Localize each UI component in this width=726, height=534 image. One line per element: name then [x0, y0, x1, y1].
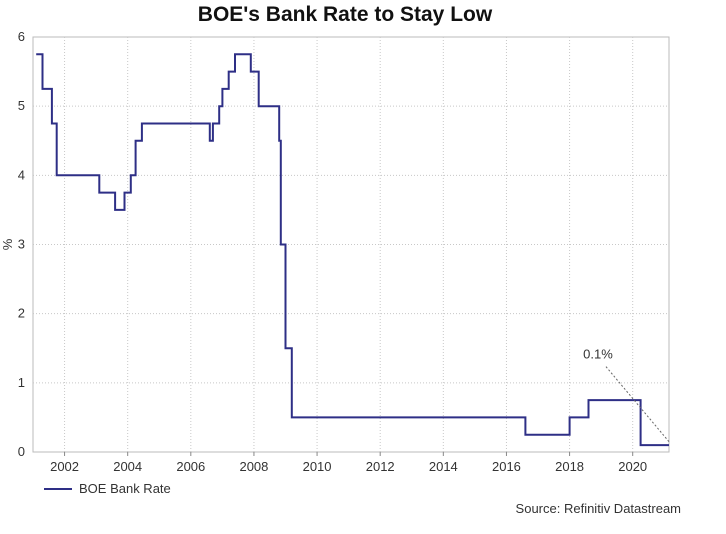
chart-title: BOE's Bank Rate to Stay Low [197, 3, 493, 26]
x-tick-label: 2012 [366, 459, 395, 474]
annotation-label: 0.1% [583, 347, 613, 362]
x-tick-label: 2006 [176, 459, 205, 474]
x-tick-label: 2010 [303, 459, 332, 474]
y-tick-label: 6 [18, 29, 25, 44]
x-tick-label: 2016 [492, 459, 521, 474]
y-tick-label: 4 [18, 167, 25, 182]
y-tick-label: 0 [18, 444, 25, 459]
series-layer [36, 53, 669, 447]
x-tick-label: 2002 [50, 459, 79, 474]
y-tick-label: 5 [18, 98, 25, 113]
x-tick-label: 2020 [618, 459, 647, 474]
source-note: Source: Refinitiv Datastream [515, 501, 681, 516]
y-tick-label: 2 [18, 306, 25, 321]
series-line-boe-bank-rate [36, 53, 669, 447]
legend-swatch [44, 487, 72, 490]
y-axis-label: % [0, 238, 15, 250]
x-tick-label: 2008 [239, 459, 268, 474]
annotation-leader [605, 366, 671, 444]
y-tick-label: 3 [18, 237, 25, 252]
x-tick-label: 2014 [429, 459, 458, 474]
legend-label: BOE Bank Rate [79, 481, 171, 496]
x-tick-label: 2004 [113, 459, 142, 474]
axis-layer: 0 1 2 3 4 5 6 2002 2004 2006 2008 2010 2012 2014 2016 2… [18, 29, 647, 474]
annotation-layer: 0.1% [583, 347, 671, 444]
grid-layer [32, 36, 670, 453]
x-tick-label: 2018 [555, 459, 584, 474]
legend: BOE Bank Rate [44, 481, 171, 496]
y-tick-label: 1 [18, 375, 25, 390]
